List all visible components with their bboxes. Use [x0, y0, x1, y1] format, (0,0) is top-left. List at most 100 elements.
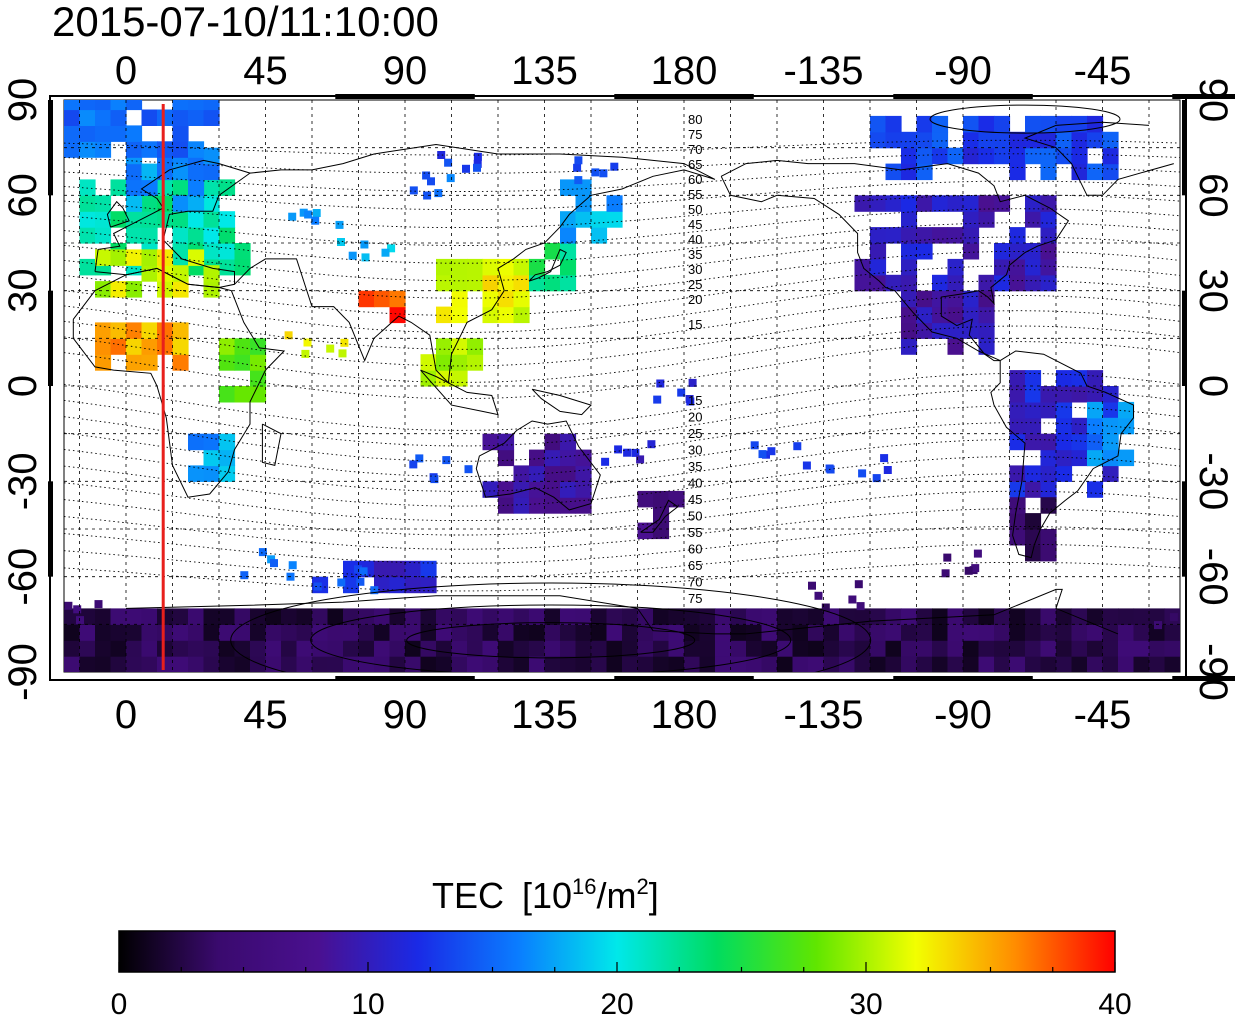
- tec-cell: [647, 440, 656, 449]
- tec-cell: [498, 497, 515, 514]
- tec-cell: [947, 195, 964, 212]
- tec-cell: [544, 243, 561, 260]
- tec-cell: [157, 179, 174, 196]
- tec-cell: [814, 591, 823, 600]
- tec-cell: [203, 243, 220, 260]
- tec-cell: [823, 624, 840, 641]
- tec-cell: [870, 195, 887, 212]
- tec-cell: [823, 656, 840, 672]
- tec-cell: [1009, 370, 1026, 387]
- tec-cell: [1102, 640, 1119, 657]
- tec-cell: [1040, 401, 1057, 419]
- tec-cell: [172, 227, 189, 244]
- tec-cell: [963, 640, 980, 657]
- tec-cell: [575, 640, 592, 657]
- tec-cell: [281, 640, 298, 657]
- tec-cell: [963, 147, 980, 165]
- tec-cell: [1118, 656, 1135, 672]
- tec-cell: [95, 624, 112, 641]
- tec-cell: [653, 522, 670, 540]
- tec-cell: [1056, 608, 1073, 625]
- tec-cell: [947, 290, 964, 308]
- tec-cell: [610, 162, 619, 171]
- tec-cell: [172, 179, 189, 196]
- contour-label-south: 65: [688, 558, 702, 573]
- tec-cell: [420, 624, 437, 641]
- tec-cell: [326, 344, 335, 353]
- tec-cell: [405, 576, 422, 594]
- tec-cell: [343, 624, 360, 641]
- tec-cell: [203, 265, 220, 282]
- tec-cell: [1009, 513, 1026, 530]
- tec-cell: [95, 227, 112, 244]
- magnetic-contour: [64, 153, 1180, 174]
- tec-cell: [963, 195, 980, 212]
- bottom-frame-bar: [1172, 676, 1235, 681]
- coastline-segment: [1023, 121, 1174, 196]
- tec-cell: [420, 576, 437, 594]
- colorbar-ticks: 0 10 20 30 40: [111, 962, 1132, 1021]
- tec-cell: [126, 608, 143, 625]
- tec-cell: [854, 195, 871, 212]
- tec-cell: [606, 656, 623, 672]
- tec-cell: [219, 608, 236, 625]
- tec-cell: [637, 608, 654, 625]
- colorbar-unit-middle: /m: [597, 875, 637, 916]
- tec-cell: [870, 227, 887, 244]
- tec-cell: [947, 306, 964, 324]
- tec-cell: [172, 656, 189, 672]
- tec-cell: [110, 640, 127, 657]
- tec-cell: [420, 354, 437, 371]
- magnetic-contour: [64, 341, 1180, 400]
- tec-cell: [591, 624, 608, 641]
- tec-cell: [172, 141, 189, 158]
- colorbar-tick-label: 40: [1098, 988, 1131, 1021]
- tec-cell: [141, 354, 158, 371]
- top-longitude-label: 90: [383, 49, 428, 93]
- tec-cell: [95, 656, 112, 672]
- tec-cell: [880, 454, 889, 463]
- bottom-longitude-label: 135: [511, 693, 578, 737]
- tec-cell: [591, 640, 608, 657]
- tec-cell: [1071, 640, 1088, 657]
- tec-cell: [1149, 608, 1166, 625]
- tec-cell: [560, 258, 577, 276]
- tec-cell: [498, 624, 515, 641]
- tec-cell: [821, 603, 830, 612]
- tec-cell: [901, 322, 918, 339]
- tec-cell: [250, 624, 267, 641]
- tec-cell: [1102, 401, 1119, 419]
- tec-cell: [870, 624, 887, 641]
- tec-cell: [1040, 656, 1057, 672]
- tec-cell: [126, 249, 143, 266]
- contour-label-south: 60: [688, 542, 702, 557]
- tec-cell: [544, 656, 561, 672]
- tec-cell: [684, 656, 701, 672]
- tec-cell: [250, 386, 267, 403]
- tec-cell: [1025, 370, 1042, 387]
- tec-cell: [1087, 163, 1104, 181]
- left-latitude-label: -30: [1, 452, 45, 510]
- tec-cell: [79, 258, 96, 276]
- tec-cell: [653, 624, 670, 641]
- tec-cell: [916, 227, 933, 244]
- magnetic-contour: [64, 561, 1180, 592]
- left-latitude-label: 90: [1, 78, 45, 123]
- tec-cell: [606, 608, 623, 625]
- tec-cell: [374, 656, 391, 672]
- tec-cell: [95, 322, 112, 339]
- tec-cell: [157, 322, 174, 339]
- tec-cell: [76, 616, 84, 625]
- right-latitude-label: 30: [1191, 268, 1235, 313]
- tec-cell: [467, 640, 484, 657]
- tec-cell: [420, 656, 437, 672]
- tec-cell: [932, 608, 949, 625]
- tec-cell: [1087, 115, 1104, 133]
- tec-cell: [141, 608, 158, 625]
- tec-cell: [885, 163, 902, 181]
- tec-cell: [1040, 640, 1057, 657]
- tec-cell: [513, 624, 530, 641]
- tec-cell: [901, 227, 918, 244]
- tec-cell: [188, 100, 205, 111]
- right-frame-bar: [1182, 481, 1187, 577]
